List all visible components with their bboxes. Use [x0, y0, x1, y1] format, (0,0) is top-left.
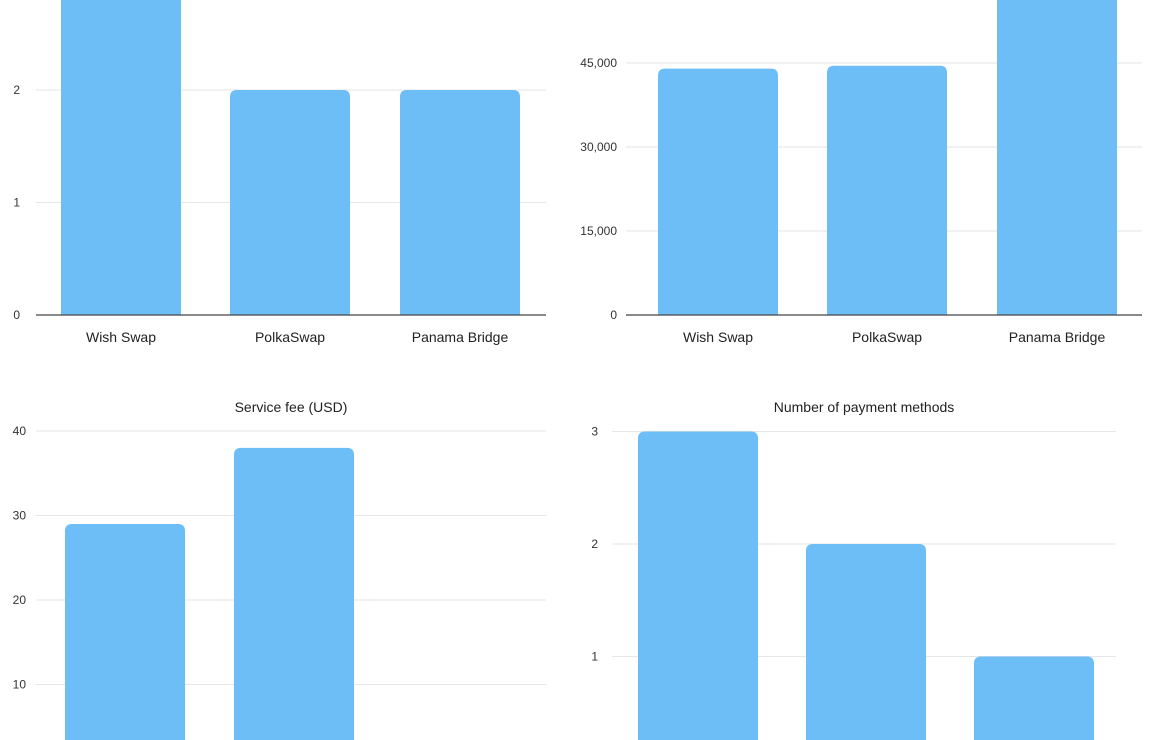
y-tick-label: 40 — [13, 424, 27, 438]
bar-polkaswap — [806, 544, 926, 740]
bar-wish-swap — [658, 68, 778, 315]
chart-title: Service fee (USD) — [235, 399, 348, 415]
bar-polkaswap — [230, 90, 350, 315]
x-category-label: PolkaSwap — [255, 329, 325, 345]
y-tick-label: 2 — [591, 537, 598, 551]
y-tick-label: 0 — [13, 308, 20, 322]
bar-wish-swap — [65, 523, 185, 740]
x-category-label: PolkaSwap — [852, 329, 922, 345]
y-tick-label: 3 — [591, 425, 598, 439]
bar-polkaswap — [827, 65, 947, 315]
y-tick-label: 30 — [13, 509, 27, 523]
chart-2: 0 15,000 30,000 45,000 Wish Swap PolkaSwap Pan… — [580, 0, 1142, 345]
bar-polkaswap — [234, 447, 354, 740]
x-category-label: Wish Swap — [683, 329, 753, 345]
bar-panama-bridge — [974, 656, 1094, 740]
y-tick-label: 1 — [591, 650, 598, 664]
y-tick-label: 30,000 — [580, 140, 617, 154]
bar-wish-swap — [61, 0, 181, 315]
y-tick-label: 20 — [13, 593, 27, 607]
y-tick-label: 2 — [13, 83, 20, 97]
chart-3: 10 20 30 40 Service fee (USD) — [13, 399, 546, 740]
bar-panama-bridge — [997, 0, 1117, 315]
bar-panama-bridge — [400, 90, 520, 315]
y-tick-label: 45,000 — [580, 56, 617, 70]
y-tick-label: 15,000 — [580, 224, 617, 238]
x-category-label: Panama Bridge — [1009, 329, 1106, 345]
bar-wish-swap — [638, 431, 758, 740]
chart-title: Number of payment methods — [774, 399, 955, 415]
chart-1: 0 1 2 Wish Swap PolkaSwap Panama Bridge — [13, 0, 546, 345]
y-tick-label: 0 — [610, 308, 617, 322]
x-category-label: Wish Swap — [86, 329, 156, 345]
y-tick-label: 1 — [13, 196, 20, 210]
y-tick-label: 10 — [13, 678, 27, 692]
x-category-label: Panama Bridge — [412, 329, 509, 345]
chart-4: 1 2 3 Number of payment methods — [591, 399, 1116, 740]
